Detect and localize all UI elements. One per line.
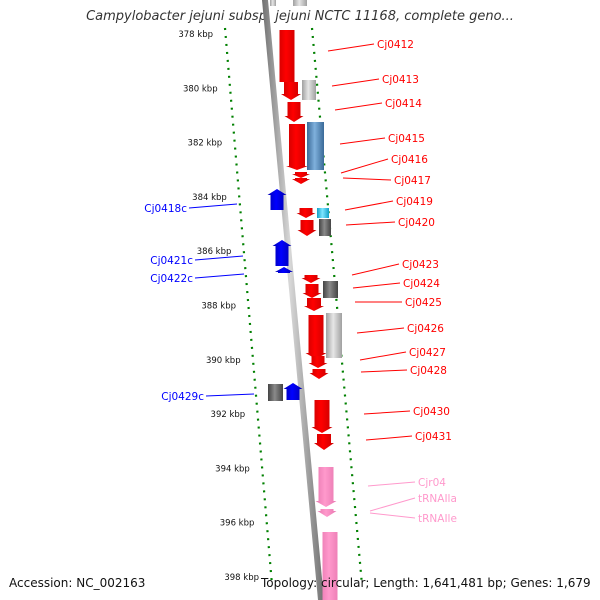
genome-summary: Topology: circular; Length: 1,641,481 bp… xyxy=(261,576,591,590)
leader-line xyxy=(363,410,411,415)
leader-line xyxy=(342,177,392,181)
gene-arrow-cj0428 xyxy=(309,369,329,379)
gene-label: Cj0419 xyxy=(396,196,433,208)
leader-line xyxy=(365,435,413,441)
gene-arrow-cj0419 xyxy=(296,208,316,218)
leader-line xyxy=(327,43,375,52)
gene-label: Cj0414 xyxy=(385,98,422,110)
leader-line xyxy=(205,393,255,397)
leader-line xyxy=(334,102,383,111)
gene-label: Cj0417 xyxy=(394,175,431,187)
gene-label: tRNAIle xyxy=(418,513,457,525)
leader-line xyxy=(339,137,386,145)
feature-block-top-left xyxy=(270,0,276,6)
ruler-dots-left xyxy=(223,27,274,586)
leader-line xyxy=(331,78,380,87)
gene-label: Cj0424 xyxy=(403,278,440,290)
gene-arrow-cj0422c xyxy=(275,267,293,273)
rna-arrow-trna xyxy=(317,509,337,517)
leader-line xyxy=(352,282,401,289)
feature-block-top xyxy=(293,0,307,6)
leader-line xyxy=(344,200,394,211)
gene-label: Cj0427 xyxy=(409,347,446,359)
backbone-line xyxy=(262,0,324,600)
gene-arrow-cj0415 xyxy=(286,124,308,170)
genome-title: Campylobacter jejuni subsp. jejuni NCTC … xyxy=(86,9,514,24)
gene-label: Cj0416 xyxy=(391,154,428,166)
accession-label: Accession: NC_002163 xyxy=(9,576,146,590)
ruler-tick-label: 392 kbp xyxy=(211,410,246,420)
gene-label: Cj0420 xyxy=(398,217,435,229)
leader-line xyxy=(340,158,389,174)
feature-block-cj0415 xyxy=(307,122,324,170)
ruler-tick-label: 384 kbp xyxy=(192,193,227,203)
gene-label: Cj0423 xyxy=(402,259,439,271)
gene-label: Cj0430 xyxy=(413,406,450,418)
ruler-tick-label: 396 kbp xyxy=(220,519,255,529)
gene-label: Cj0429c xyxy=(161,391,204,403)
gene-arrow-cj0431 xyxy=(314,434,334,450)
gene-arrow-cj0430 xyxy=(311,400,333,433)
ruler-tick-label: 380 kbp xyxy=(183,84,218,94)
gene-label: Cj0415 xyxy=(388,133,425,145)
ruler-tick-label: 378 kbp xyxy=(178,30,213,40)
ruler-tick-label: 398 kbp xyxy=(224,573,259,583)
gene-label: Cj0426 xyxy=(407,323,444,335)
leader-line xyxy=(351,263,400,276)
gene-label: Cj0428 xyxy=(410,365,447,377)
gene-arrow-cj0427 xyxy=(308,356,328,368)
gene-arrow-cj0413 xyxy=(281,82,301,100)
gene-label: Cj0422c xyxy=(150,273,193,285)
feature-block-cj0426 xyxy=(326,313,342,358)
gene-label: tRNAIla xyxy=(418,493,457,505)
gene-arrow-cj0429c xyxy=(283,383,303,400)
gene-arrow-cj0426 xyxy=(305,315,327,359)
gene-arrow-cj0416 xyxy=(292,172,310,178)
gene-label: Cj0413 xyxy=(382,74,419,86)
rna-arrow-cjr04 xyxy=(315,467,337,507)
gene-label: Cj0431 xyxy=(415,431,452,443)
feature-block-cj0420 xyxy=(319,219,331,236)
gene-label: Cj0418c xyxy=(144,203,187,215)
gene-arrow-cj0421c xyxy=(272,240,292,266)
ruler-tick-label: 382 kbp xyxy=(188,139,223,149)
leader-line xyxy=(367,481,416,487)
ruler-tick-label: 388 kbp xyxy=(201,302,236,312)
rna-arrow-bottom xyxy=(319,532,341,600)
leader-line xyxy=(369,497,416,512)
gene-arrow-cj0418c xyxy=(267,189,287,210)
gene-arrow-cj0425 xyxy=(304,298,324,311)
gene-label: Cj0425 xyxy=(405,297,442,309)
feature-block-cj0424 xyxy=(323,281,338,298)
leader-line xyxy=(356,327,405,334)
gene-arrow-cj0423 xyxy=(301,275,321,283)
gene-arrow-cj0424 xyxy=(302,284,322,298)
gene-arrow-cj0412 xyxy=(276,30,298,82)
leader-line xyxy=(194,273,245,279)
leader-line xyxy=(359,351,407,361)
leader-line xyxy=(188,203,238,209)
ruler-tick-label: 386 kbp xyxy=(197,247,232,257)
feature-block-cj0413 xyxy=(302,80,316,100)
leader-line xyxy=(345,221,396,226)
gene-label: Cj0421c xyxy=(150,255,193,267)
feature-block-cj0429c xyxy=(268,384,283,401)
leader-line xyxy=(360,369,408,373)
gene-arrow-cj0420 xyxy=(297,220,317,236)
leader-line xyxy=(194,255,244,261)
ruler-tick-label: 390 kbp xyxy=(206,356,241,366)
leader-line xyxy=(369,512,416,519)
gene-arrow-cj0417 xyxy=(292,178,310,184)
feature-block-cj0419 xyxy=(317,208,329,218)
gene-label: Cjr04 xyxy=(418,477,446,489)
gene-label: Cj0412 xyxy=(377,39,414,51)
gene-arrow-cj0414 xyxy=(284,102,304,122)
ruler-tick-label: 394 kbp xyxy=(215,464,250,474)
